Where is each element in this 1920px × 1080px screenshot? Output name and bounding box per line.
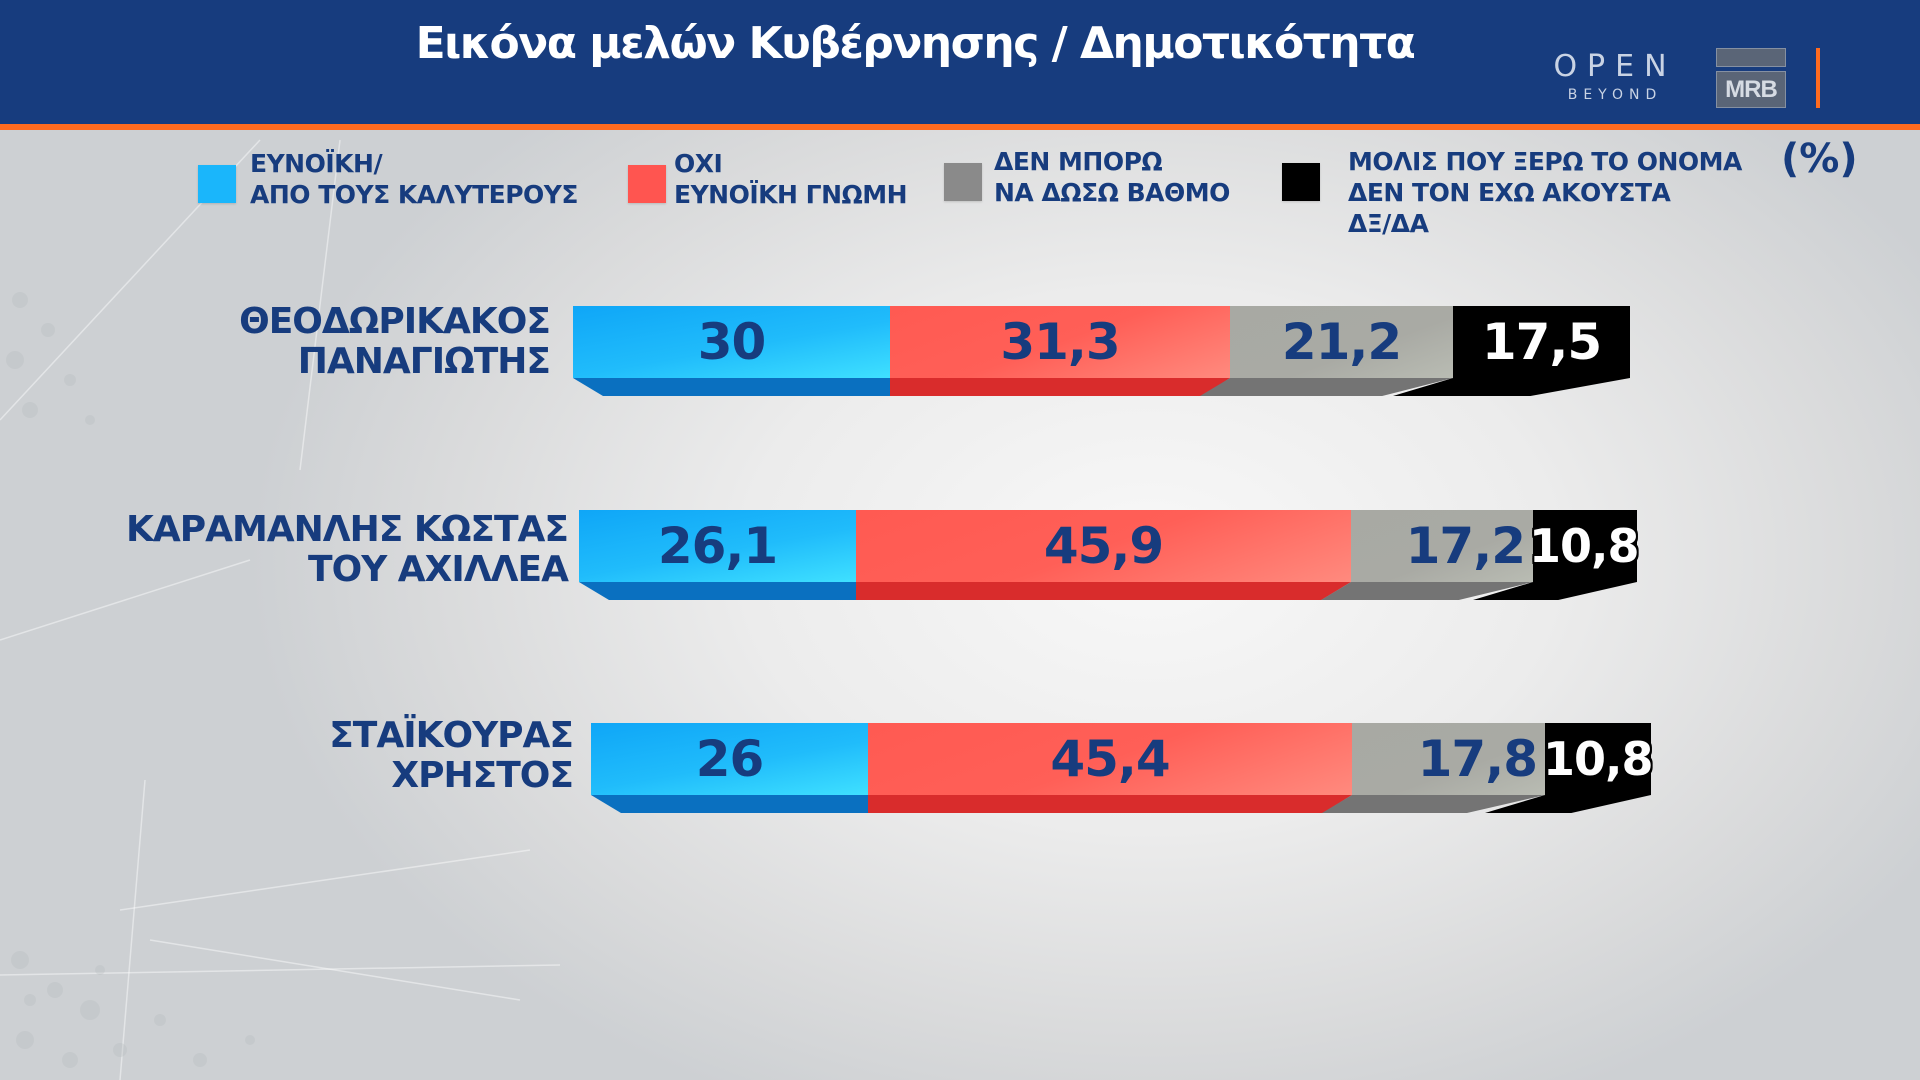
legend-label: ΕΥΝΟΪΚΗ/ ΑΠΟ ΤΟΥΣ ΚΑΛΥΤΕΡΟΥΣ [250,149,578,209]
legend-swatch-favorable [198,165,236,203]
segment-value: 21,2 [1281,313,1402,371]
legend-item-no-grade: ΔΕΝ ΜΠΟΡΩ ΝΑ ΔΩΣΩ ΒΑΘΜΟ [944,146,1230,208]
stacked-bar-karamanlis: 26,1 45,9 17,2 10,8 [579,510,1639,600]
segment-value: 45,4 [1050,730,1170,788]
bar-segment-unfavorable: 45,9 [856,510,1351,600]
unit-label: (%) [1781,136,1858,182]
legend-label: ΜΟΛΙΣ ΠΟΥ ΞΕΡΩ ΤΟ ΟΝΟΜΑ ΔΕΝ ΤΟΝ ΕΧΩ ΑΚΟΥ… [1348,147,1742,238]
page-title: Εικόνα μελών Κυβέρνησης / Δημοτικότητα [415,18,1416,69]
segment-value: 10,8 [1543,732,1653,786]
open-beyond-logo: OPEN BEYOND [1545,52,1685,104]
legend-item-unfavorable: ΟΧΙ ΕΥΝΟΪΚΗ ΓΝΩΜΗ [628,148,908,210]
segment-value: 31,3 [1000,313,1120,371]
segment-value: 17,5 [1481,313,1602,371]
segment-value: 10,8 [1529,519,1639,573]
bar-segment-dont-know: 17,5 [1393,306,1630,396]
mrb-logo: MRB [1716,48,1786,108]
legend-item-dont-know: ΜΟΛΙΣ ΠΟΥ ΞΕΡΩ ΤΟ ΟΝΟΜΑ ΔΕΝ ΤΟΝ ΕΧΩ ΑΚΟΥ… [1282,146,1742,239]
row-label-staikouras: ΣΤΑΪΚΟΥΡΑΣ ΧΡΗΣΤΟΣ [329,715,574,796]
header-bar: Εικόνα μελών Κυβέρνησης / Δημοτικότητα O… [0,0,1920,124]
row-label-theodorikakos: ΘΕΟΔΩΡΙΚΑΚΟΣ ΠΑΝΑΓΙΩΤΗΣ [239,301,551,382]
legend-label: ΔΕΝ ΜΠΟΡΩ ΝΑ ΔΩΣΩ ΒΑΘΜΟ [994,147,1230,207]
segment-value: 17,8 [1417,730,1538,788]
beyond-logo-text: BEYOND [1567,87,1663,103]
row-label-karamanlis: ΚΑΡΑΜΑΝΛΗΣ ΚΩΣΤΑΣ ΤΟΥ ΑΧΙΛΛΕΑ [125,509,569,590]
stacked-bar-theodorikakos: 30 31,3 21,2 17,5 [573,306,1633,396]
mrb-logo-top-block [1716,48,1786,67]
legend-swatch-dont-know [1282,163,1320,201]
header-orange-stripe [0,124,1920,130]
legend-swatch-unfavorable [628,165,666,203]
bar-segment-no-grade: 17,2 [1321,510,1533,600]
bar-segment-no-grade: 17,8 [1322,723,1545,813]
legend-swatch-no-grade [944,163,982,201]
logo-divider [1816,48,1820,108]
legend-label: ΟΧΙ ΕΥΝΟΪΚΗ ΓΝΩΜΗ [674,149,908,209]
bar-segment-unfavorable: 45,4 [868,723,1352,813]
segment-value: 17,2 [1405,517,1526,575]
open-logo-text: OPEN [1553,49,1677,84]
legend-item-favorable: ΕΥΝΟΪΚΗ/ ΑΠΟ ΤΟΥΣ ΚΑΛΥΤΕΡΟΥΣ [198,148,578,210]
bar-segment-dont-know: 10,8 [1473,510,1639,600]
bar-segment-dont-know: 10,8 [1485,723,1653,813]
mrb-logo-text: MRB [1716,71,1786,108]
bar-segment-no-grade: 21,2 [1200,306,1453,396]
segment-value: 45,9 [1043,517,1164,575]
segment-value: 26,1 [657,517,778,575]
stacked-bar-staikouras: 26 45,4 17,8 10,8 [591,723,1653,813]
segment-value: 30 [697,313,767,371]
bar-segment-unfavorable: 31,3 [890,306,1230,396]
segment-value: 26 [695,730,765,788]
bar-segment-favorable: 26 [591,723,868,813]
bar-segment-favorable: 26,1 [579,510,856,600]
bar-segment-favorable: 30 [573,306,890,396]
